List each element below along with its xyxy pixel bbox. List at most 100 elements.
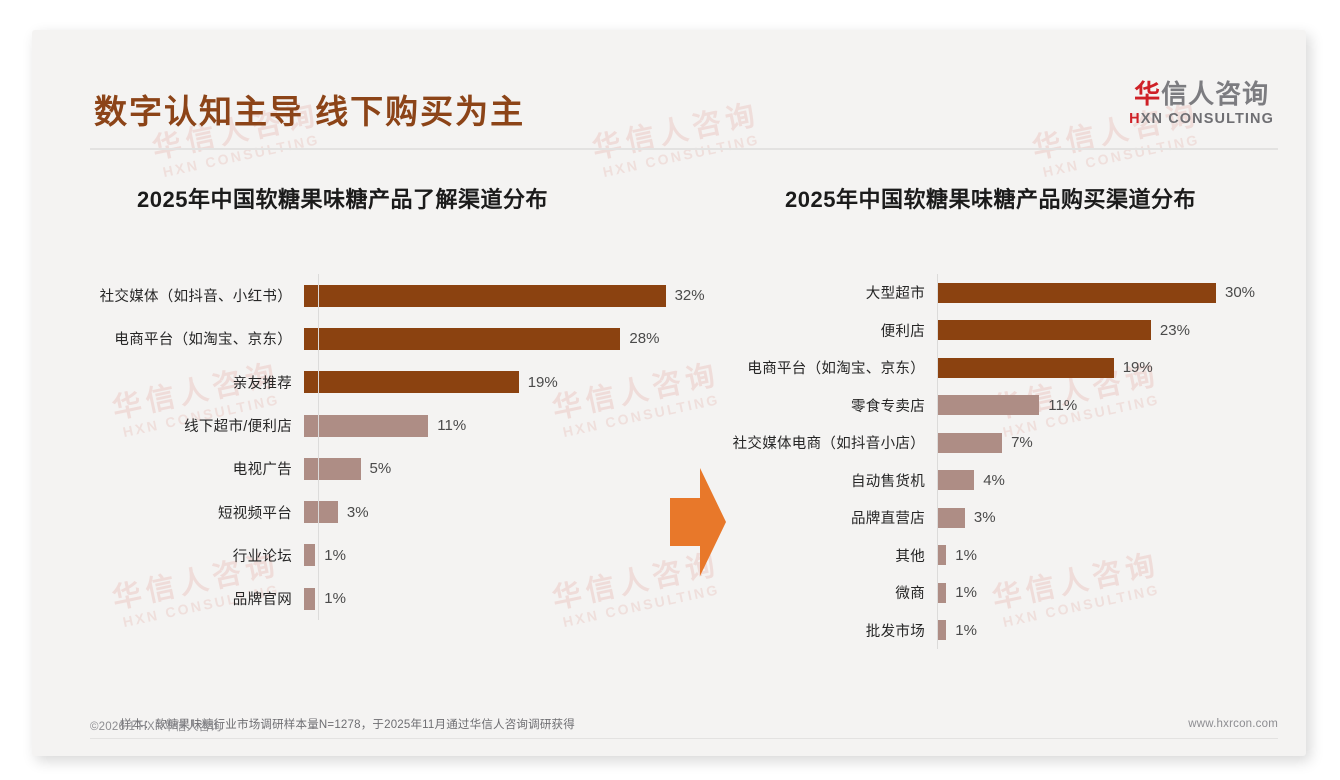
- bar: [304, 284, 666, 307]
- bar: [304, 544, 316, 567]
- logo-english: HXN CONSULTING: [1129, 111, 1274, 127]
- bar-row: 品牌官网 1%: [58, 577, 639, 620]
- bar-value-label: 30%: [1225, 284, 1256, 302]
- bar-row: 微商 1%: [683, 574, 1282, 612]
- bar-track: 3%: [937, 507, 1282, 528]
- bar-track: 7%: [937, 432, 1282, 453]
- bar-value-label: 1%: [955, 546, 977, 564]
- bar-row: 亲友推荐 19%: [58, 361, 639, 404]
- bar-value-label: 4%: [983, 471, 1005, 489]
- category-label: 社交媒体（如抖音、小红书）: [99, 289, 292, 306]
- slide-footer: ©2026.1 HXR华信人咨询 www.hxrcon.com: [90, 718, 1278, 756]
- bar-value-label: 23%: [1159, 321, 1190, 339]
- bar-chart-awareness: 社交媒体（如抖音、小红书） 32% 电商平台（如淘宝、京东） 28% 亲友推荐 19% 线下…: [58, 274, 705, 621]
- bar-value-label: 28%: [629, 330, 660, 348]
- bar: [304, 414, 429, 437]
- bar-row: 线下超市/便利店 11%: [58, 404, 639, 447]
- bar: [937, 582, 947, 603]
- logo-cn-accent: 华: [1134, 79, 1162, 109]
- chart-panel-awareness: 2025年中国软糖果味糖产品了解渠道分布 社交媒体（如抖音、小红书） 32% 电商平…: [32, 154, 705, 694]
- bar-track: 19%: [937, 357, 1282, 378]
- bar-track: 23%: [937, 320, 1282, 341]
- bar-value-label: 11%: [437, 417, 467, 435]
- category-label: 自动售货机: [851, 473, 925, 490]
- category-label: 批发市场: [865, 623, 925, 640]
- bar-track: 32%: [304, 284, 705, 307]
- bar: [937, 620, 947, 641]
- category-label: 行业论坛: [232, 548, 292, 565]
- bar-row: 大型超市 30%: [683, 274, 1282, 312]
- bar-track: 11%: [937, 395, 1282, 416]
- bar-track: 28%: [304, 327, 659, 350]
- logo-en-accent: H: [1129, 110, 1141, 127]
- bar-track: 5%: [304, 457, 639, 480]
- bar-track: 30%: [937, 282, 1282, 303]
- bar-row: 批发市场 1%: [683, 612, 1282, 650]
- bar-row: 社交媒体电商（如抖音小店） 7%: [683, 424, 1282, 462]
- category-label: 亲友推荐: [232, 375, 292, 392]
- category-label: 便利店: [880, 323, 925, 340]
- logo-chinese: 华信人咨询: [1129, 80, 1274, 109]
- bar-value-label: 5%: [369, 460, 392, 478]
- category-label: 电商平台（如淘宝、京东）: [114, 332, 292, 349]
- bar-row: 电视广告 5%: [58, 447, 639, 490]
- bar-row: 社交媒体（如抖音、小红书） 32%: [58, 274, 705, 317]
- category-label: 大型超市: [865, 286, 925, 303]
- category-label: 零食专卖店: [851, 398, 925, 415]
- slide-card: 华信人咨询 HXN CONSULTING 华信人咨询 HXN CONSULTIN…: [32, 30, 1306, 756]
- bar-value-label: 1%: [324, 546, 346, 564]
- bar: [304, 371, 519, 394]
- bar-row: 电商平台（如淘宝、京东） 28%: [58, 317, 659, 360]
- bar-track: 1%: [304, 544, 639, 567]
- copyright-text: ©2026.1 HXR华信人咨询: [90, 721, 222, 733]
- website-link[interactable]: www.hxrcon.com: [1188, 718, 1278, 730]
- value-axis-line: [937, 274, 938, 649]
- bar-row: 便利店 23%: [683, 312, 1282, 350]
- category-label: 品牌官网: [232, 592, 292, 609]
- category-label: 电商平台（如淘宝、京东）: [747, 361, 925, 378]
- bar-value-label: 3%: [346, 503, 369, 521]
- header-divider: [90, 148, 1278, 150]
- bar: [304, 457, 361, 480]
- chart-title: 2025年中国软糖果味糖产品了解渠道分布: [137, 187, 548, 212]
- bar: [937, 432, 1003, 453]
- bar-track: 1%: [937, 582, 1282, 603]
- bar: [304, 501, 338, 524]
- category-label: 微商: [895, 586, 925, 603]
- bar-track: 1%: [937, 545, 1282, 566]
- chart-panel-purchase: 2025年中国软糖果味糖产品购买渠道分布 大型超市 30% 便利店 23% 电商平台（如…: [669, 154, 1306, 694]
- brand-logo: 华信人咨询 HXN CONSULTING: [1129, 80, 1274, 127]
- bar: [304, 327, 621, 350]
- charts-container: 2025年中国软糖果味糖产品了解渠道分布 社交媒体（如抖音、小红书） 32% 电商平…: [32, 154, 1306, 694]
- logo-en-rest: XN CONSULTING: [1140, 110, 1274, 127]
- bar-value-label: 19%: [1122, 359, 1153, 377]
- footer-divider: [90, 738, 1278, 739]
- bar: [937, 357, 1114, 378]
- category-label: 短视频平台: [218, 505, 292, 522]
- bar: [937, 507, 965, 528]
- bar-row: 自动售货机 4%: [683, 462, 1282, 500]
- bar-value-label: 7%: [1011, 434, 1033, 452]
- bar-row: 电商平台（如淘宝、京东） 19%: [683, 349, 1282, 387]
- bar: [937, 545, 947, 566]
- source-footnote: 样本：软糖果味糖行业市场调研样本量N=1278，于2025年11月通过华信人咨询…: [120, 719, 575, 731]
- right-arrow-icon: [670, 468, 726, 576]
- value-axis-line: [318, 274, 319, 621]
- bar: [937, 470, 975, 491]
- bar-value-label: 1%: [955, 584, 977, 602]
- bar-track: 19%: [304, 371, 639, 394]
- category-label: 社交媒体电商（如抖音小店）: [732, 436, 925, 453]
- category-label: 其他: [895, 548, 925, 565]
- bar-chart-purchase: 大型超市 30% 便利店 23% 电商平台（如淘宝、京东） 19% 零食专卖店 11% 社交媒体…: [683, 274, 1282, 649]
- bar-value-label: 11%: [1048, 396, 1078, 414]
- bar: [937, 320, 1151, 341]
- bar-track: 4%: [937, 470, 1282, 491]
- chart-title: 2025年中国软糖果味糖产品购买渠道分布: [785, 187, 1196, 212]
- bar-value-label: 3%: [973, 509, 996, 527]
- logo-cn-rest: 信人咨询: [1161, 79, 1270, 109]
- bar-value-label: 19%: [527, 373, 558, 391]
- bar: [937, 395, 1040, 416]
- bar-track: 11%: [304, 414, 639, 437]
- bar: [937, 282, 1216, 303]
- bar-row: 其他 1%: [683, 537, 1282, 575]
